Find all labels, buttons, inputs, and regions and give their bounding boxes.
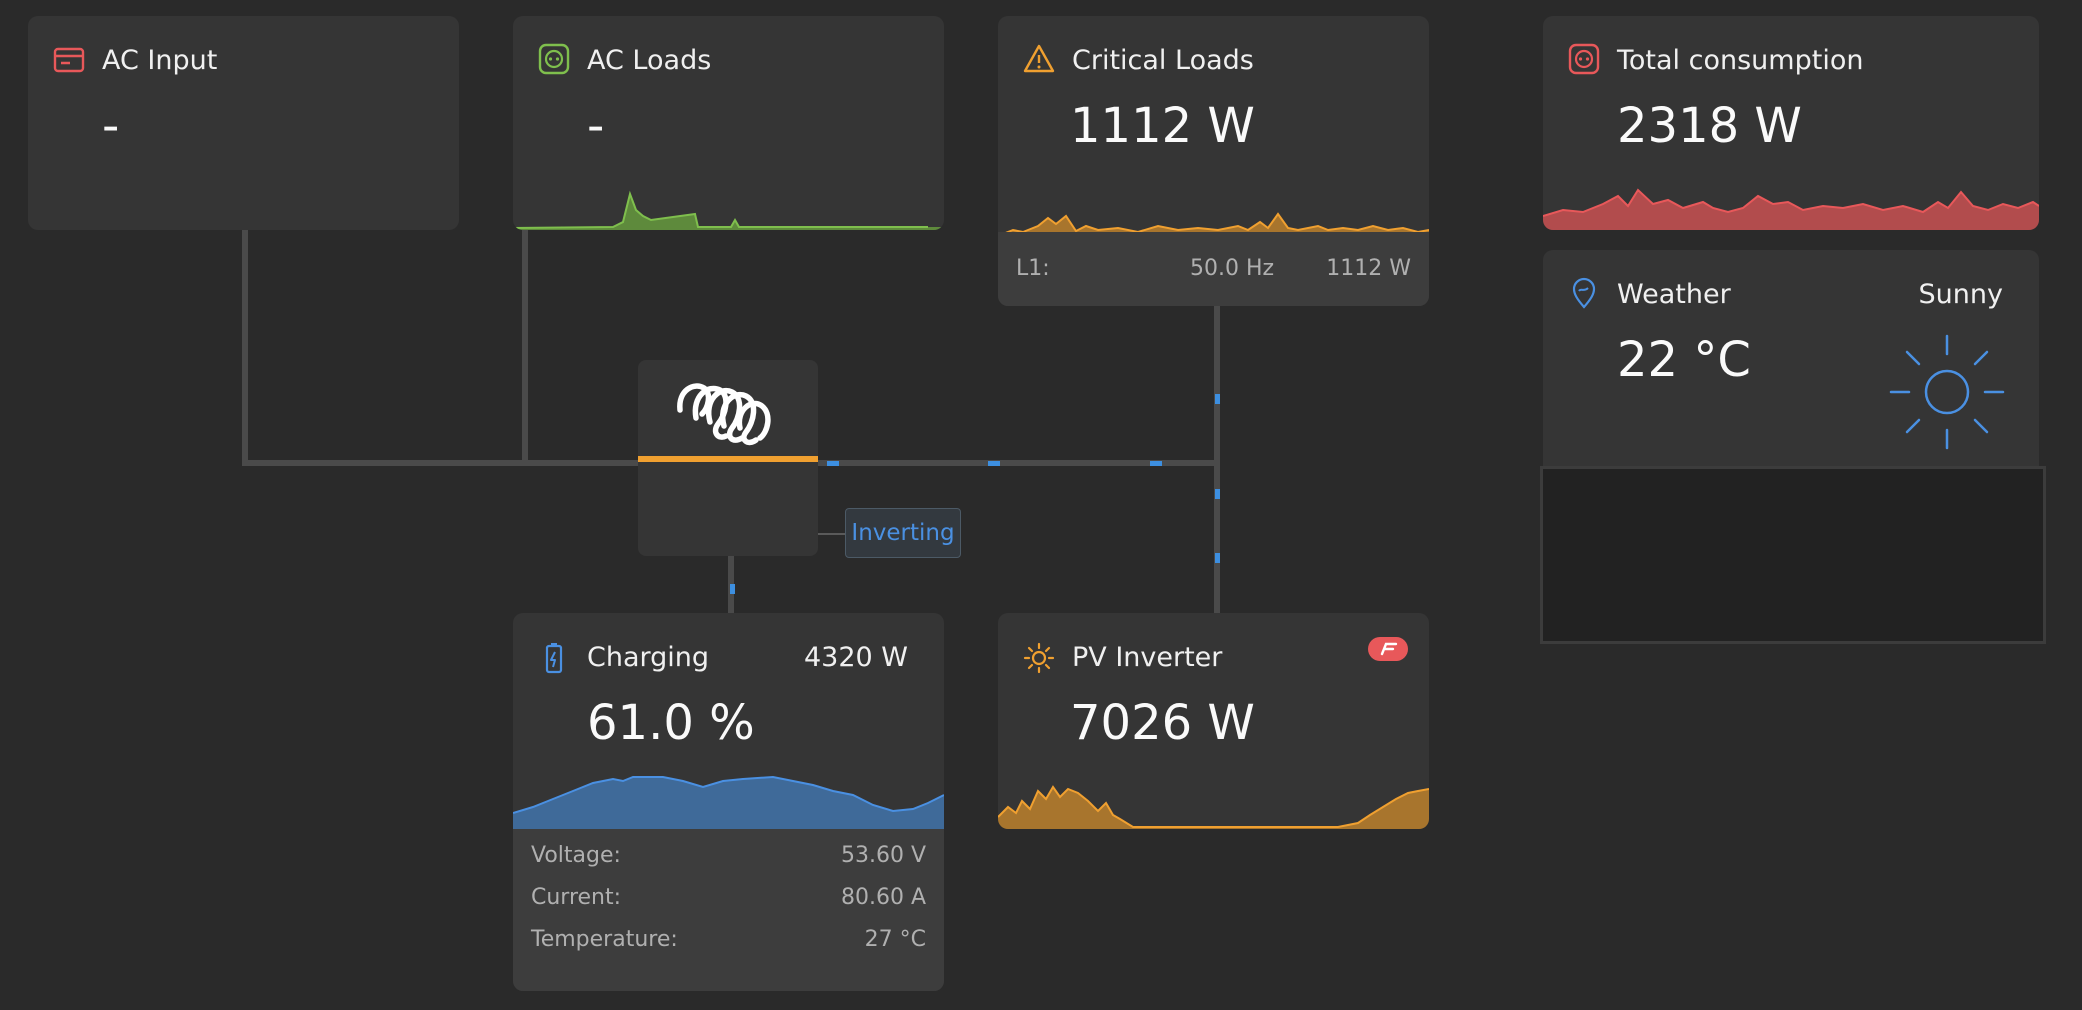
total-consumption-value: 2318 W: [1617, 98, 1802, 154]
sun-icon: [1023, 642, 1055, 674]
ac-loads-value: -: [587, 98, 605, 154]
critical-loads-value: 1112 W: [1070, 98, 1255, 154]
flow-dot: [730, 584, 735, 594]
wire-ac-input-down: [242, 230, 248, 466]
wire-critical-loads-down: [1214, 306, 1220, 614]
battery-power: 4320 W: [804, 642, 908, 673]
critical-loads-title: Critical Loads: [1072, 45, 1254, 76]
ac-loads-panel[interactable]: AC Loads -: [513, 16, 944, 230]
battery-soc: 61.0 %: [587, 695, 755, 751]
warning-icon: [1023, 44, 1055, 73]
weather-panel[interactable]: Weather Sunny 22 °C: [1543, 250, 2039, 466]
ac-input-value: -: [102, 98, 120, 154]
victron-logo: [677, 383, 771, 446]
ac-input-icon: [53, 47, 85, 73]
wire-ac-loads-down: [522, 230, 528, 466]
pv-inverter-value: 7026 W: [1070, 695, 1255, 751]
battery-detail: Voltage: 53.60 V Current: 80.60 A Temper…: [513, 829, 944, 991]
temperature-value: 27 °C: [864, 927, 926, 952]
ac-input-panel[interactable]: AC Input -: [28, 16, 459, 230]
inverter-status-badge: Inverting: [845, 508, 961, 558]
socket-icon: [538, 43, 570, 75]
flow-dot: [827, 461, 839, 466]
total-consumption-sparkline: [1543, 188, 2039, 230]
flow-dot: [1215, 553, 1220, 563]
wire-inverter-status: [818, 533, 846, 535]
total-consumption-title: Total consumption: [1617, 45, 1864, 76]
empty-widget-area: [1540, 466, 2046, 644]
voltage-value: 53.60 V: [840, 843, 926, 868]
phase-power: 1112 W: [1326, 256, 1411, 281]
current-label: Current:: [531, 885, 622, 910]
voltage-label: Voltage:: [531, 843, 621, 868]
weather-condition: Sunny: [1918, 279, 2003, 310]
total-consumption-panel[interactable]: Total consumption 2318 W: [1543, 16, 2039, 230]
phase-frequency: 50.0 Hz: [1190, 256, 1275, 281]
battery-panel[interactable]: Charging 4320 W 61.0 % Voltage: 53.60 V …: [513, 613, 944, 991]
battery-icon: [545, 643, 563, 674]
current-row: Current: 80.60 A: [531, 885, 926, 910]
inverter-state-bar: [638, 456, 818, 462]
temperature-label: Temperature:: [531, 927, 678, 952]
battery-title: Charging: [587, 642, 710, 673]
flow-dot: [1150, 461, 1162, 466]
fronius-logo: [1368, 637, 1408, 661]
critical-loads-detail: L1: 50.0 Hz 1112 W: [998, 232, 1429, 306]
location-pin-icon: [1572, 277, 1596, 309]
flow-dot: [1215, 489, 1220, 499]
pv-inverter-title: PV Inverter: [1072, 642, 1223, 673]
ac-input-title: AC Input: [102, 45, 218, 76]
flow-dot: [1215, 394, 1220, 404]
battery-sparkline: [513, 775, 944, 829]
ac-loads-sparkline: [513, 190, 944, 230]
ac-loads-title: AC Loads: [587, 45, 712, 76]
weather-title: Weather: [1617, 279, 1731, 310]
flow-dot: [988, 461, 1000, 466]
phase-row: L1: 50.0 Hz 1112 W: [1016, 256, 1411, 281]
current-value: 80.60 A: [840, 885, 926, 910]
phase-label: L1:: [1016, 256, 1050, 281]
socket-icon: [1568, 43, 1600, 75]
inverter-panel[interactable]: [638, 360, 818, 556]
pv-inverter-panel[interactable]: PV Inverter 7026 W: [998, 613, 1429, 829]
voltage-row: Voltage: 53.60 V: [531, 843, 926, 868]
weather-temperature: 22 °C: [1617, 332, 1751, 388]
pv-inverter-sparkline: [998, 785, 1429, 829]
sun-large-icon: [1889, 334, 2005, 450]
temperature-row: Temperature: 27 °C: [531, 927, 926, 952]
critical-loads-panel[interactable]: Critical Loads 1112 W L1: 50.0 Hz 1112 W: [998, 16, 1429, 306]
